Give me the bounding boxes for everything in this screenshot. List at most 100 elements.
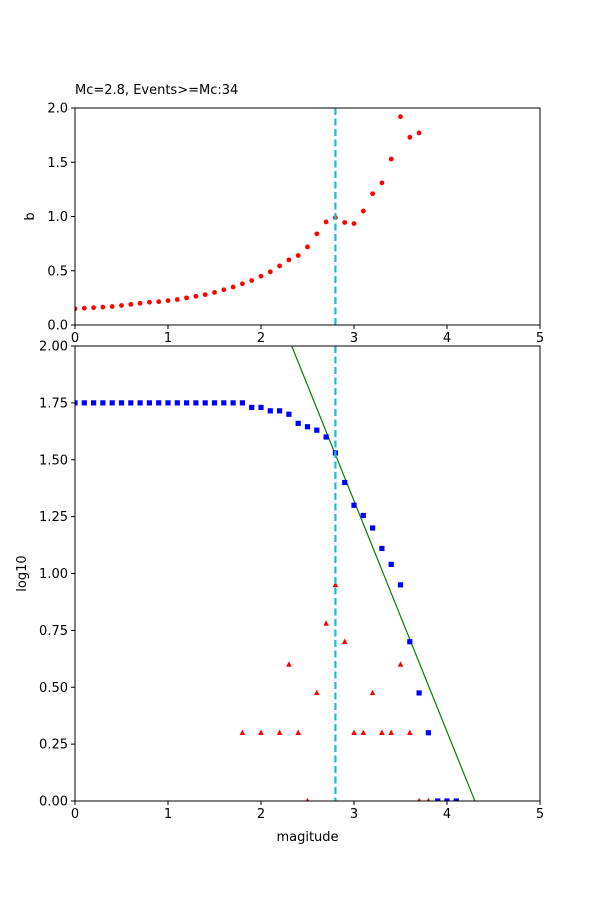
plot-content [75, 108, 422, 325]
data-point [258, 273, 264, 279]
data-point [249, 404, 255, 411]
data-point [397, 661, 404, 667]
data-point [221, 287, 227, 293]
data-point [425, 730, 431, 736]
data-point [351, 502, 357, 508]
y-tick-label: 0.0 [47, 319, 68, 334]
data-point [267, 408, 273, 414]
data-point [174, 400, 180, 406]
data-point [305, 797, 310, 801]
data-point [314, 427, 320, 433]
data-point [453, 798, 459, 801]
x-tick-label: 0 [71, 807, 79, 822]
data-point [91, 400, 97, 406]
data-point [81, 400, 87, 406]
data-point [295, 420, 301, 426]
y-tick-label: 1.25 [39, 510, 68, 525]
y-tick-label: 1.5 [47, 156, 68, 171]
fit-line [291, 346, 476, 801]
x-tick-label: 4 [443, 331, 451, 346]
plot-area [75, 108, 540, 325]
data-point [240, 281, 245, 287]
y-tick-label: 1.50 [39, 453, 68, 468]
data-point [379, 180, 385, 186]
data-point [137, 300, 143, 306]
data-point [388, 561, 394, 567]
x-tick-label: 2 [257, 331, 265, 346]
x-tick-label: 1 [164, 331, 172, 346]
data-point [212, 290, 217, 295]
data-point [398, 114, 403, 120]
data-point [147, 299, 152, 305]
data-point [360, 729, 367, 735]
data-point [184, 295, 190, 301]
x-tick-label: 2 [257, 807, 265, 822]
data-point [202, 400, 208, 406]
data-point [416, 690, 422, 696]
data-point [369, 689, 376, 696]
data-point [118, 400, 125, 406]
data-point [221, 400, 227, 406]
data-point [174, 297, 180, 302]
plot-area [75, 346, 540, 801]
data-point [388, 156, 394, 162]
data-point [100, 400, 106, 406]
y-axis-label: log10 [15, 555, 30, 591]
data-point [360, 208, 366, 214]
data-point [397, 582, 404, 588]
data-point [342, 220, 348, 225]
data-point [249, 278, 255, 283]
data-point [109, 400, 115, 406]
data-point [230, 284, 236, 290]
data-point [258, 729, 264, 735]
data-point [360, 512, 366, 519]
data-point [81, 305, 87, 311]
x-tick-label: 4 [443, 807, 451, 822]
y-tick-label: 0.50 [39, 681, 68, 696]
data-point [295, 253, 301, 258]
data-point [137, 400, 143, 406]
data-point [277, 263, 282, 269]
data-point [119, 303, 124, 308]
y-tick-label: 2.0 [47, 102, 68, 117]
data-point [417, 797, 421, 801]
plot-content [75, 346, 476, 801]
data-point [341, 638, 348, 644]
data-point [91, 305, 96, 311]
data-point [258, 404, 264, 411]
data-point [351, 221, 357, 226]
data-point [128, 400, 134, 406]
data-point [277, 408, 283, 414]
data-point [305, 244, 310, 250]
data-point [239, 729, 246, 735]
data-point [314, 689, 320, 696]
data-point [435, 798, 441, 801]
data-point [426, 797, 431, 801]
data-point [407, 134, 413, 140]
data-point [75, 400, 78, 406]
data-point [146, 400, 152, 406]
x-tick-label: 0 [71, 331, 79, 346]
x-tick-label: 5 [536, 807, 544, 822]
chart-title: Mc=2.8, Events>=Mc:34 [75, 83, 238, 98]
y-tick-label: 0.5 [47, 264, 68, 279]
data-point [286, 411, 292, 417]
data-point [193, 293, 199, 299]
y-tick-label: 2.00 [39, 340, 68, 355]
data-point [109, 304, 115, 309]
data-point [370, 525, 376, 531]
y-tick-label: 1.75 [39, 396, 68, 411]
x-tick-label: 5 [536, 331, 544, 346]
data-point [230, 400, 236, 406]
chart-panel-1: 0 1 2 3 4 5 0.0 0.5 1.0 1.5 2.0 Mc=2.8, Events>=Mc:… [23, 83, 544, 346]
data-point [75, 306, 78, 312]
chart-panel-2: 0 1 2 3 4 5 0.00 0.25 0.50 0.75 1.00 1.25 1.50 1.75 2.… [15, 340, 544, 846]
y-tick-label: 0.75 [39, 624, 68, 639]
data-point [407, 729, 413, 735]
data-point [193, 400, 199, 406]
data-point [444, 798, 450, 801]
data-point [128, 301, 134, 307]
data-point [267, 269, 273, 275]
y-tick-label: 1.00 [39, 567, 68, 582]
data-point [416, 130, 422, 136]
